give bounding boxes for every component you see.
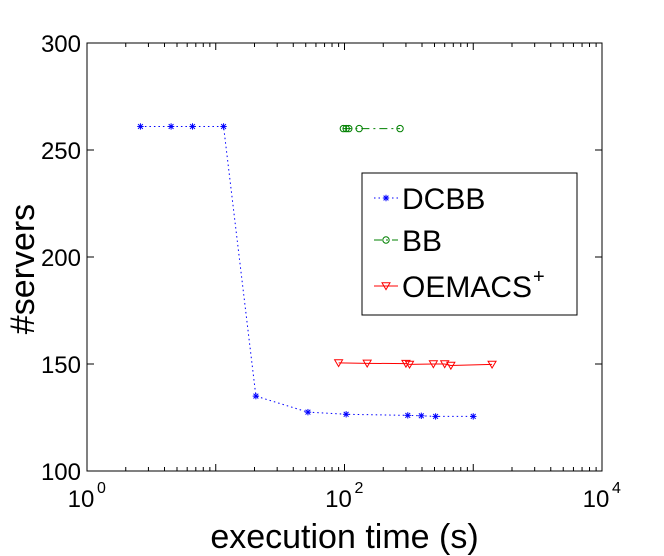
series-bb bbox=[339, 124, 404, 133]
series-line bbox=[338, 362, 493, 366]
legend-box bbox=[361, 172, 578, 316]
data-point bbox=[445, 361, 456, 371]
y-tick-label: 300 bbox=[41, 31, 81, 58]
legend-item: DCBB bbox=[374, 183, 485, 216]
data-point bbox=[396, 124, 404, 133]
x-axis-ticks: 10 0 10 2 10 4 bbox=[68, 43, 621, 513]
y-tick-label: 250 bbox=[41, 138, 81, 165]
data-point bbox=[137, 123, 144, 130]
y-tick-label: 100 bbox=[41, 459, 81, 486]
data-point bbox=[355, 124, 363, 133]
data-point bbox=[339, 124, 348, 133]
data-point bbox=[167, 123, 175, 130]
y-axis-title: #servers bbox=[4, 204, 42, 334]
data-point bbox=[404, 412, 411, 419]
legend: DCBB BB OEMACS + bbox=[361, 172, 578, 316]
data-point bbox=[342, 411, 350, 418]
data-point bbox=[418, 412, 425, 419]
legend-label: OEMACS bbox=[402, 271, 532, 304]
x-tick-exponent: 0 bbox=[97, 480, 106, 497]
data-point bbox=[470, 413, 477, 420]
series-oemacs- bbox=[333, 359, 497, 371]
legend-items: DCBB BB OEMACS + bbox=[374, 183, 545, 304]
data-point bbox=[345, 124, 353, 133]
data-point bbox=[439, 360, 450, 369]
data-point bbox=[333, 359, 344, 368]
data-point bbox=[304, 408, 312, 416]
series-line bbox=[140, 125, 474, 417]
data-point bbox=[401, 359, 411, 369]
x-tick-exponent: 4 bbox=[612, 480, 621, 497]
y-tick-label: 150 bbox=[41, 352, 81, 379]
x-tick-label: 10 bbox=[583, 486, 610, 513]
x-tick-label: 10 bbox=[325, 486, 352, 513]
data-point bbox=[362, 359, 373, 368]
legend-marker bbox=[381, 282, 391, 291]
y-axis-ticks: 100 150 200 250 300 bbox=[41, 31, 602, 486]
legend-item: OEMACS + bbox=[374, 266, 545, 304]
data-point bbox=[220, 123, 227, 130]
data-point bbox=[252, 392, 260, 400]
data-point bbox=[404, 360, 415, 370]
series-layer bbox=[137, 123, 497, 420]
legend-label-superscript: + bbox=[533, 266, 545, 288]
legend-label: DCBB bbox=[402, 183, 485, 216]
data-point bbox=[342, 124, 350, 133]
data-point bbox=[428, 360, 439, 369]
data-point bbox=[189, 123, 196, 130]
x-axis-title: execution time (s) bbox=[210, 518, 478, 556]
series-dcbb bbox=[137, 123, 477, 420]
legend-item: BB bbox=[374, 225, 442, 258]
legend-marker bbox=[382, 194, 390, 202]
legend-marker bbox=[382, 236, 390, 244]
data-point bbox=[432, 413, 439, 420]
x-tick-label: 10 bbox=[68, 486, 95, 513]
data-point bbox=[487, 360, 497, 370]
y-tick-label: 200 bbox=[41, 245, 81, 272]
x-tick-exponent: 2 bbox=[355, 480, 364, 497]
legend-label: BB bbox=[402, 225, 442, 258]
